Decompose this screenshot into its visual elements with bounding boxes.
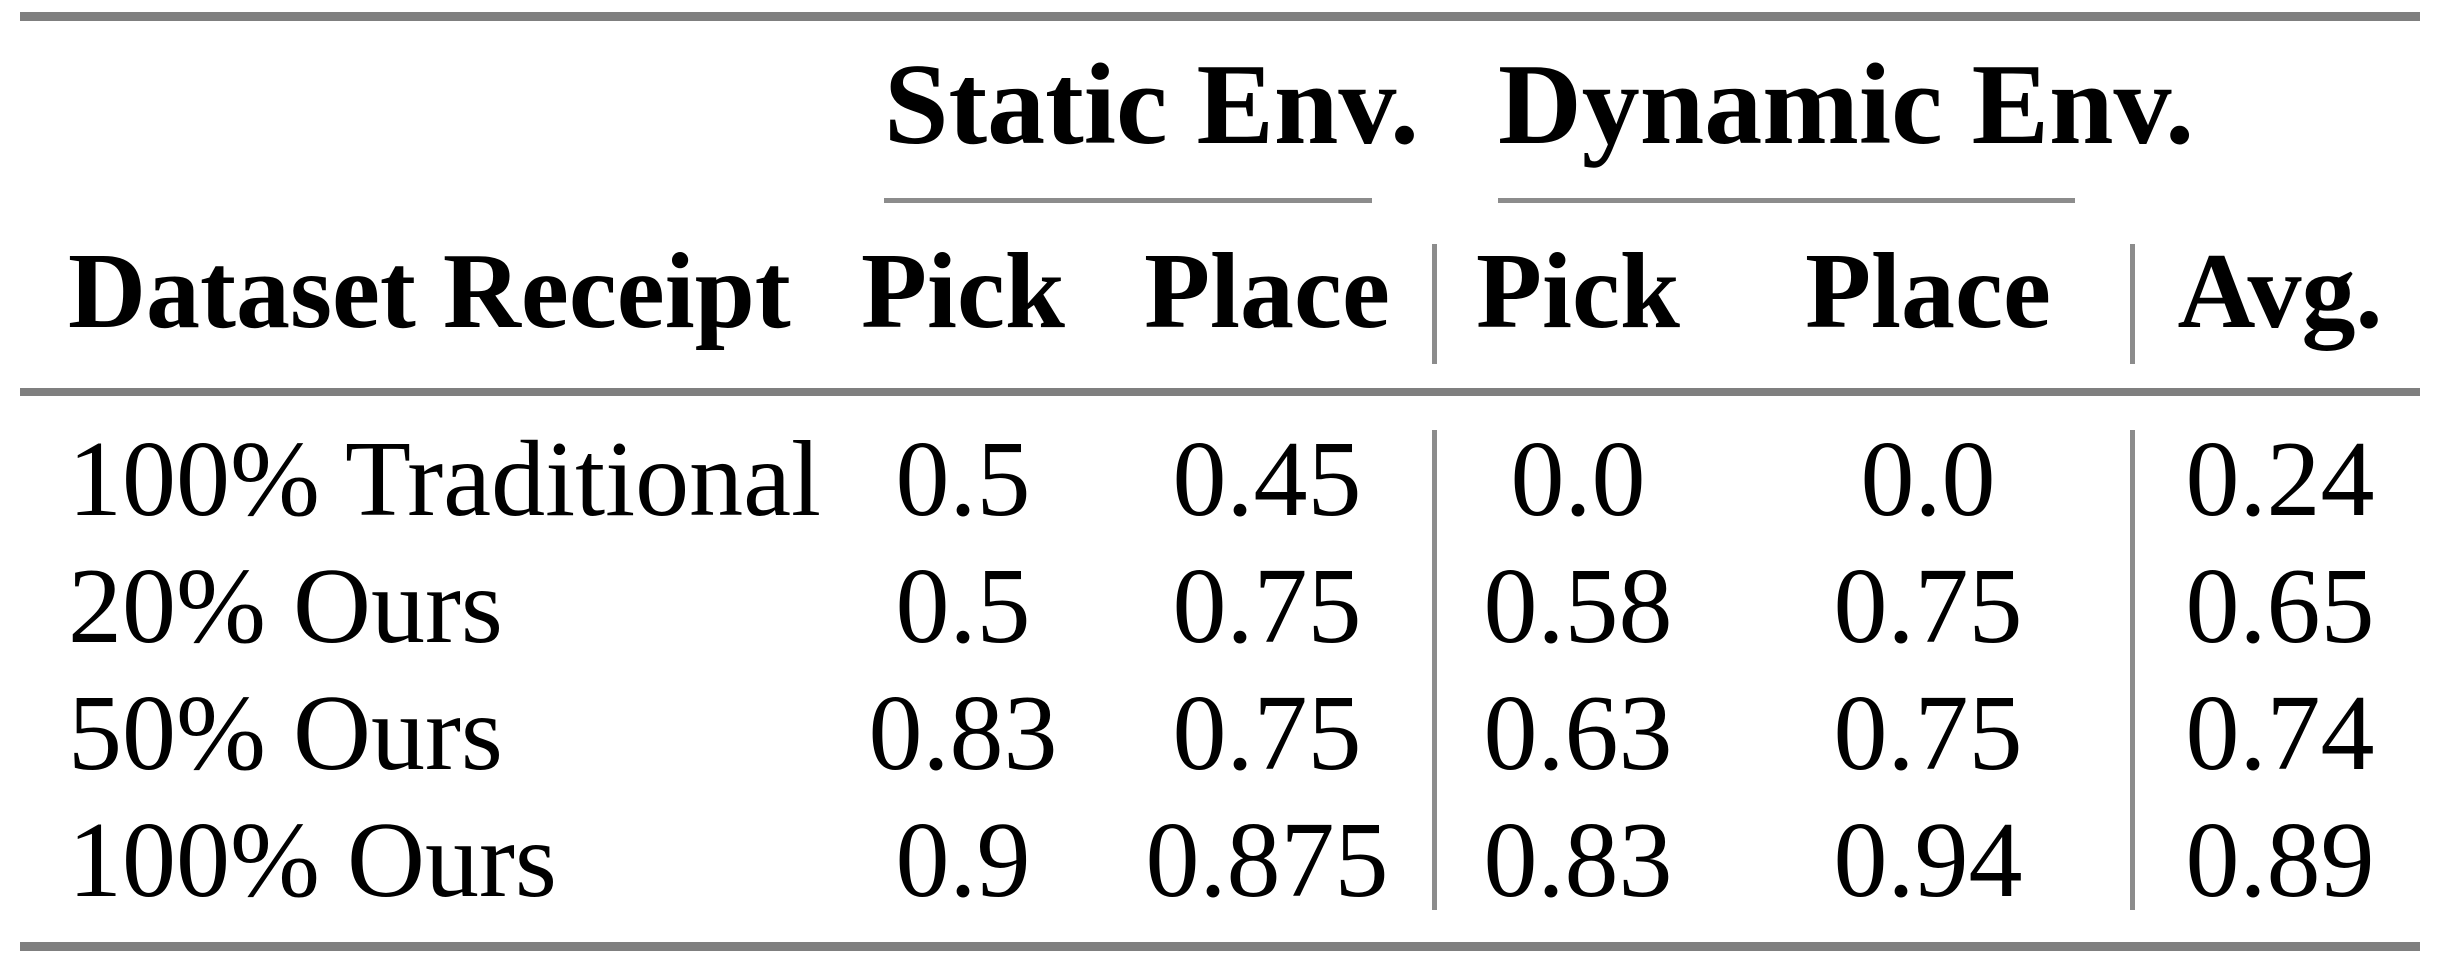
cell-r2-dynamic-place: 0.75 — [1833, 547, 2023, 666]
cell-r3-dynamic-pick: 0.63 — [1483, 674, 1673, 793]
cell-r1-dynamic-place: 0.0 — [1860, 420, 1996, 539]
cell-r2-avg: 0.65 — [2185, 547, 2375, 666]
cell-r2-dataset: 20% Ours — [68, 547, 503, 666]
column-header-avg: Avg. — [2177, 232, 2383, 351]
group-header-dynamic-env: Dynamic Env. — [1498, 41, 2195, 169]
top-rule — [20, 12, 2420, 21]
cell-r4-dynamic-pick: 0.83 — [1483, 801, 1673, 920]
bottom-rule — [20, 942, 2420, 951]
cell-r1-static-pick: 0.5 — [895, 420, 1031, 539]
column-header-dataset-receipt: Dataset Receipt — [68, 232, 791, 351]
cmidrule-static-env — [884, 198, 1372, 203]
group-header-static-env: Static Env. — [884, 41, 1419, 169]
separator-avg-header — [2130, 244, 2135, 364]
cell-r4-static-place: 0.875 — [1145, 801, 1389, 920]
cell-r1-dynamic-pick: 0.0 — [1510, 420, 1646, 539]
column-header-dynamic-pick: Pick — [1476, 232, 1680, 351]
separator-dynamic-header — [1432, 244, 1437, 364]
cell-r3-avg: 0.74 — [2185, 674, 2375, 793]
column-header-static-place: Place — [1144, 232, 1390, 351]
separator-dynamic-body — [1432, 430, 1437, 910]
cell-r2-static-place: 0.75 — [1172, 547, 1362, 666]
cell-r3-dynamic-place: 0.75 — [1833, 674, 2023, 793]
cell-r3-dataset: 50% Ours — [68, 674, 503, 793]
cell-r1-static-place: 0.45 — [1172, 420, 1362, 539]
cell-r3-static-pick: 0.83 — [868, 674, 1058, 793]
cell-r4-avg: 0.89 — [2185, 801, 2375, 920]
cell-r4-dynamic-place: 0.94 — [1833, 801, 2023, 920]
cmidrule-dynamic-env — [1498, 198, 2075, 203]
separator-avg-body — [2130, 430, 2135, 910]
cell-r3-static-place: 0.75 — [1172, 674, 1362, 793]
cell-r2-dynamic-pick: 0.58 — [1483, 547, 1673, 666]
cell-r1-dataset: 100% Traditional — [68, 420, 822, 539]
header-mid-rule — [20, 388, 2420, 396]
cell-r1-avg: 0.24 — [2185, 420, 2375, 539]
column-header-dynamic-place: Place — [1805, 232, 2051, 351]
column-header-static-pick: Pick — [861, 232, 1065, 351]
cell-r4-static-pick: 0.9 — [895, 801, 1031, 920]
cell-r4-dataset: 100% Ours — [68, 801, 557, 920]
cell-r2-static-pick: 0.5 — [895, 547, 1031, 666]
